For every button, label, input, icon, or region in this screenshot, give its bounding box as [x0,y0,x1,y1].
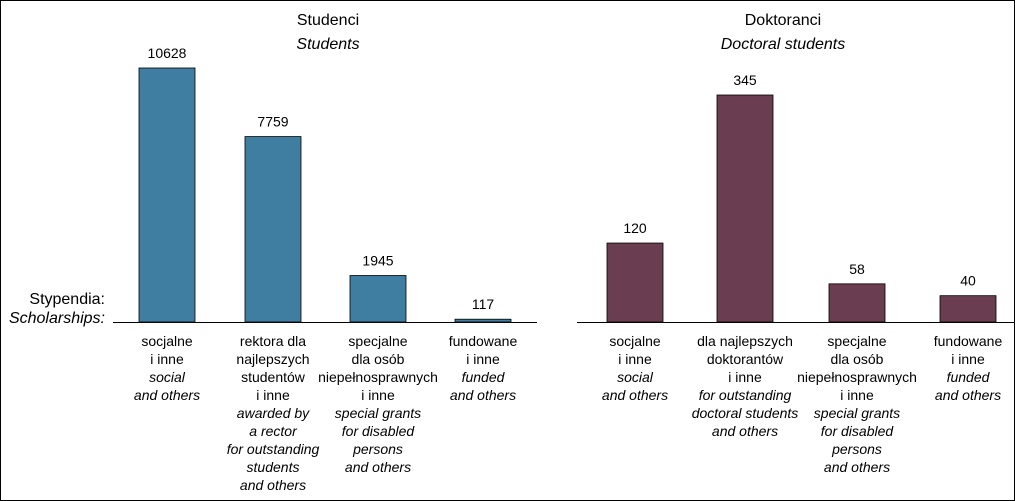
category-label-pl: dla osób [352,351,405,367]
category-label-en: social [617,369,654,385]
category-label-pl: niepełnosprawnych [318,369,438,385]
category-label-en: and others [345,459,411,475]
data-label: 58 [849,261,865,277]
category-label-pl: doktorantów [707,351,784,367]
bar [939,295,997,323]
category-label-en: and others [240,477,306,493]
bar [606,242,664,323]
bar [716,94,774,323]
category-label-pl: dla osób [831,351,884,367]
category-label-pl: socjalne [609,333,661,349]
category-label-en: social [149,369,186,385]
category-label-pl: fundowane [934,333,1003,349]
chart-panel-2: Doktoranci Doctoral students 120 socjalne i … [577,12,1015,475]
data-label: 120 [623,220,647,236]
category-label-pl: i inne [840,387,874,403]
chart-title: Doktoranci [745,12,821,29]
bar [138,67,196,323]
category-label-pl: i inne [150,351,184,367]
category-label-en: funded [947,369,991,385]
chart-title: Studenci [297,12,359,29]
data-label: 10628 [148,45,187,61]
category-label-en: for outstanding [699,387,792,403]
data-label: 1945 [362,253,393,269]
data-label: 40 [960,273,976,289]
category-label-en: special grants [814,405,900,421]
category-label-pl: i inne [466,351,500,367]
category-label-en: for disabled [821,423,895,439]
bar [244,136,302,323]
data-label: 117 [472,296,495,312]
category-label-en: a rector [249,423,298,439]
bar [349,275,407,323]
category-label-pl: niepełnosprawnych [797,369,917,385]
category-label-en: awarded by [237,405,310,421]
data-label: 345 [733,72,757,88]
chart-subtitle: Students [296,36,359,53]
category-label-en: and others [824,459,890,475]
category-label-en: and others [935,387,1001,403]
category-label-pl: najlepszych [236,351,309,367]
category-label-en: and others [712,423,778,439]
category-label-en: doctoral students [692,405,799,421]
category-label-pl: specjalne [348,333,407,349]
category-label-en: funded [462,369,506,385]
category-label-pl: i inne [618,351,652,367]
category-label-en: special grants [335,405,421,421]
category-label-en: persons [352,441,403,457]
category-label-en: and others [134,387,200,403]
category-label-en: persons [831,441,882,457]
category-label-en: for disabled [342,423,416,439]
category-label-pl: i inne [951,351,985,367]
bar [454,318,512,323]
category-label-pl: rektora dla [240,333,306,349]
category-label-en: and others [602,387,668,403]
category-label-pl: socjalne [141,333,193,349]
category-label-pl: fundowane [449,333,518,349]
category-label-pl: i inne [728,369,762,385]
chart-subtitle: Doctoral students [721,36,846,53]
category-label-pl: studentów [241,369,306,385]
category-label-en: students [247,459,300,475]
category-label-pl: i inne [361,387,395,403]
category-label-en: and others [450,387,516,403]
bar [828,283,886,323]
data-label: 7759 [257,114,288,130]
row-label-pl: Stypendia: [29,291,105,308]
chart-panel-1: Studenci Students 10628 socjalne i inne socia… [113,12,537,493]
row-label-en: Scholarships: [9,310,105,327]
category-label-pl: i inne [256,387,290,403]
category-label-pl: specjalne [827,333,886,349]
category-label-en: for outstanding [227,441,320,457]
category-label-pl: dla najlepszych [697,333,793,349]
